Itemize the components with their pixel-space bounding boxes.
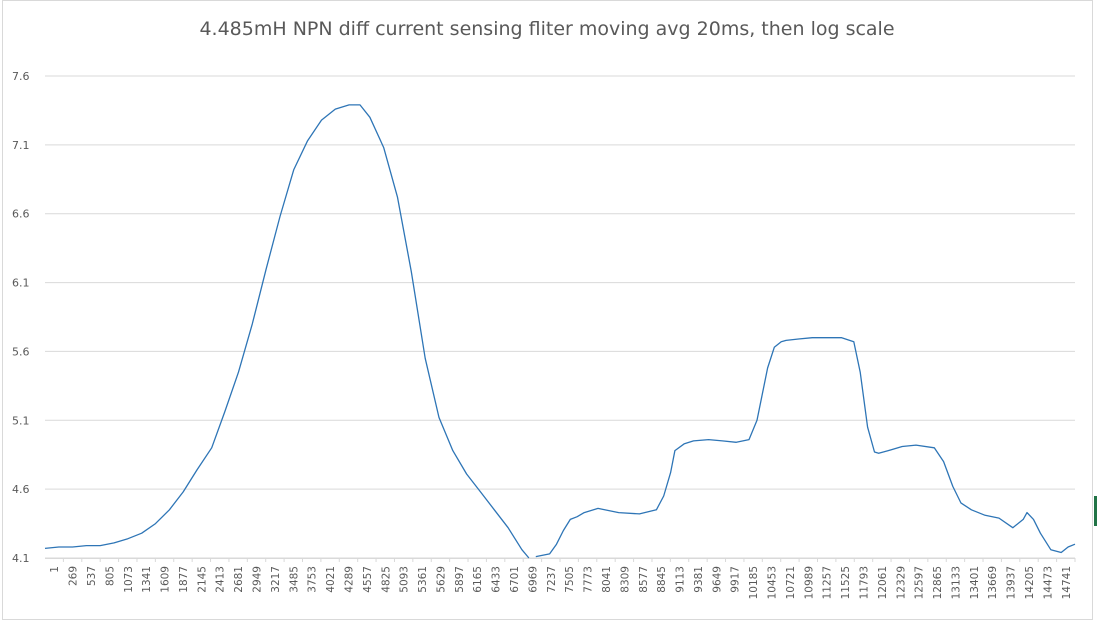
x-tick-label: 1073 — [123, 566, 135, 593]
y-tick-label: 4.6 — [12, 483, 30, 496]
x-tick-label: 1 — [49, 566, 61, 573]
x-tick-label: 7505 — [564, 566, 576, 593]
resize-handle[interactable] — [1094, 496, 1097, 526]
x-tick-label: 2949 — [252, 566, 264, 593]
x-tick-label: 9649 — [711, 566, 723, 593]
x-tick-label: 9381 — [693, 566, 705, 593]
x-tick-label: 10989 — [803, 566, 815, 599]
x-tick-label: 8845 — [656, 566, 668, 593]
x-tick-label: 269 — [68, 566, 80, 586]
x-tick-label: 5361 — [417, 566, 429, 593]
x-tick-label: 5629 — [435, 566, 447, 593]
y-tick-label: 7.1 — [12, 139, 30, 152]
x-tick-label: 10185 — [748, 566, 760, 599]
x-tick-label: 537 — [86, 566, 98, 586]
y-tick-label: 6.1 — [12, 277, 30, 290]
y-tick-label: 7.6 — [12, 70, 30, 83]
x-tick-label: 14205 — [1024, 566, 1036, 599]
y-tick-label: 5.6 — [12, 345, 30, 358]
x-tick-label: 12597 — [914, 566, 926, 599]
x-tick-label: 6701 — [509, 566, 521, 593]
gridlines — [45, 75, 1075, 559]
y-tick-label: 6.6 — [12, 208, 30, 221]
x-tick-label: 12329 — [895, 566, 907, 599]
series-line-segment-1 — [44, 104, 530, 559]
x-tick-label: 13669 — [987, 566, 999, 599]
x-tick-label: 6165 — [472, 566, 484, 593]
x-tick-label: 4289 — [343, 566, 355, 593]
x-tick-label: 11257 — [822, 566, 834, 599]
x-tick-label: 3753 — [307, 566, 319, 593]
x-tick-label: 8041 — [601, 566, 613, 593]
x-tick-label: 9113 — [675, 566, 687, 593]
y-tick-label: 4.1 — [12, 552, 30, 565]
x-tick-label: 1609 — [160, 566, 172, 593]
x-tick-label: 7773 — [583, 566, 595, 593]
x-tick-label: 1877 — [178, 566, 190, 593]
series-lines — [44, 104, 1076, 559]
x-tick-label: 14473 — [1042, 566, 1054, 599]
x-tick-label: 4825 — [380, 566, 392, 593]
x-tick-label: 11525 — [840, 566, 852, 599]
x-tick-label: 10721 — [785, 566, 797, 599]
x-tick-label: 3217 — [270, 566, 282, 593]
x-tick-label: 5093 — [399, 566, 411, 593]
x-tick-label: 4021 — [325, 566, 337, 593]
series-line-segment-2 — [535, 337, 1076, 558]
x-tick-label: 13133 — [950, 566, 962, 599]
x-tick-label: 2145 — [196, 566, 208, 593]
x-tick-label: 13401 — [969, 566, 981, 599]
x-tick-label: 9917 — [730, 566, 742, 593]
y-axis-ticks: 4.1 4.6 5.1 5.6 6.1 6.6 7.1 7.6 — [12, 70, 30, 565]
x-tick-label: 12061 — [877, 566, 889, 599]
chart-title: 4.485mH NPN diff current sensing fliter … — [199, 18, 894, 40]
x-tick-label: 3485 — [288, 566, 300, 593]
x-tick-label: 805 — [104, 566, 116, 586]
x-tick-label: 6433 — [491, 566, 503, 593]
x-tick-label: 6969 — [527, 566, 539, 593]
x-tick-label: 2413 — [215, 566, 227, 593]
x-tick-label: 5897 — [454, 566, 466, 593]
x-tick-label: 12865 — [932, 566, 944, 599]
x-tick-label: 14741 — [1061, 566, 1073, 599]
x-tick-label: 10453 — [767, 566, 779, 599]
x-tick-label: 1341 — [141, 566, 153, 593]
x-tick-label: 7237 — [546, 566, 558, 593]
y-tick-label: 5.1 — [12, 414, 30, 427]
x-tick-label: 13937 — [1006, 566, 1018, 599]
x-tick-label: 2681 — [233, 566, 245, 593]
x-tick-label: 11793 — [858, 566, 870, 599]
x-tick-label: 8309 — [619, 566, 631, 593]
x-tick-label: 8577 — [638, 566, 650, 593]
x-tick-label: 4557 — [362, 566, 374, 593]
x-axis-ticks: 1 269 537 805 1073 1341 1609 1877 2145 2413 2681 29… — [49, 558, 1076, 599]
